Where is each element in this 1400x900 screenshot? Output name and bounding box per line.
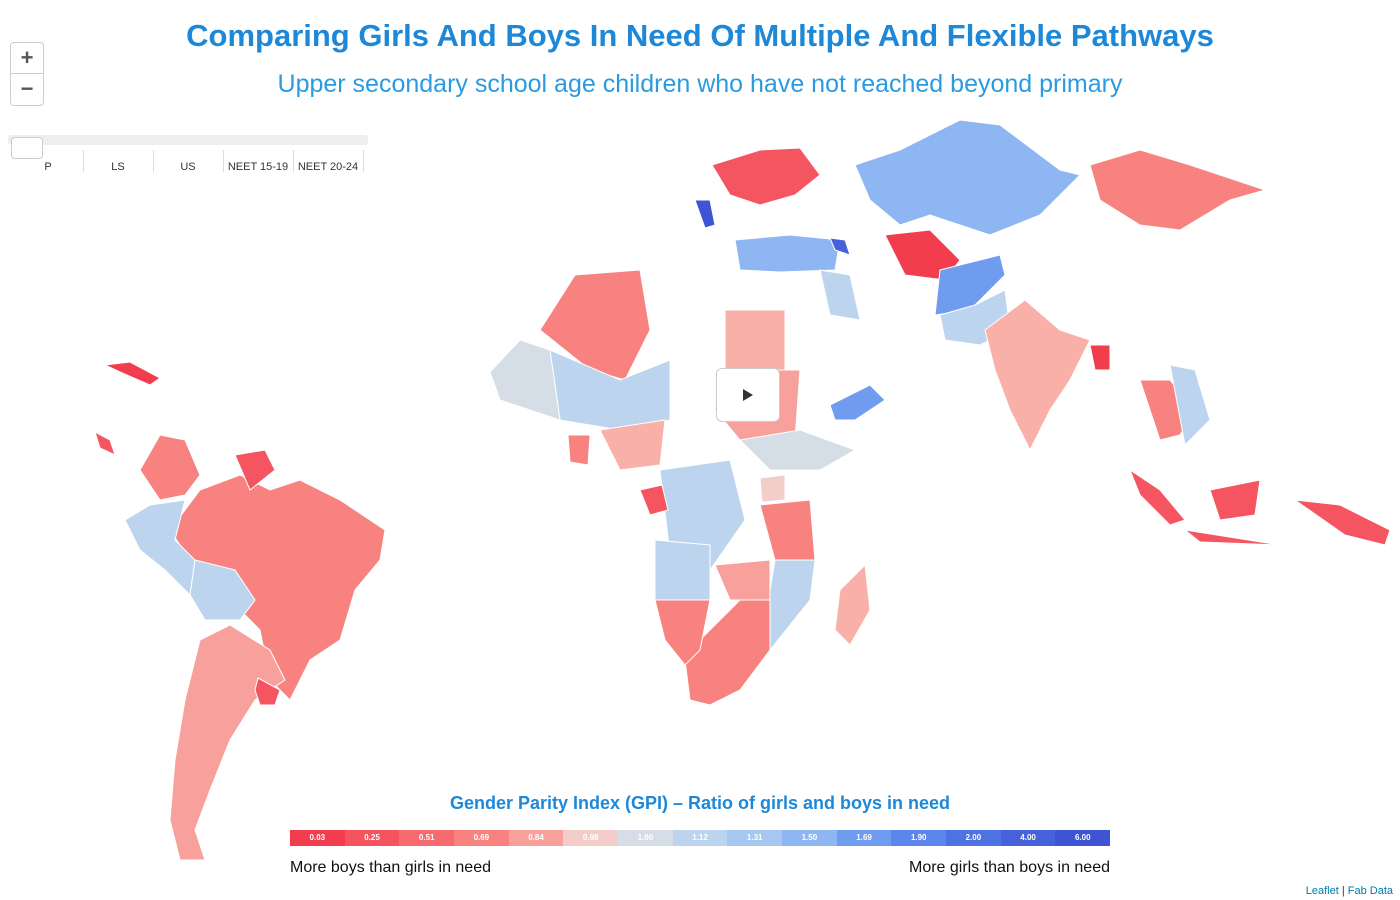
- subtitle: Upper secondary school age children who …: [277, 70, 1123, 98]
- legend-swatch: 0.25: [344, 830, 400, 846]
- country: [654, 599, 711, 666]
- country: [714, 559, 771, 601]
- attribution-link[interactable]: Leaflet: [1305, 885, 1339, 897]
- country: [834, 563, 871, 646]
- country: [1294, 499, 1391, 546]
- legend-swatch: 1.90: [891, 830, 947, 846]
- slider-label: US: [180, 161, 196, 173]
- country: [103, 361, 161, 386]
- country: [819, 269, 861, 321]
- country: [94, 430, 116, 456]
- legend-bar: 0.03 0.25 0.51 0.69 0.84 0.98 1.00 1.12 1.31 1.50…: [290, 830, 1111, 846]
- legend-left-note: More boys than girls in need: [290, 859, 491, 876]
- slider-divider: [293, 150, 294, 172]
- country: [1169, 364, 1211, 447]
- legend-swatch: 1.00: [618, 830, 673, 846]
- title: Comparing Girls And Boys In Need Of Mult…: [186, 18, 1214, 53]
- country: [1128, 468, 1186, 526]
- legend-title: Gender Parity Index (GPI) – Ratio of gir…: [449, 793, 951, 813]
- slider-label: NEET 20-24: [297, 161, 359, 173]
- legend-swatch: 0.51: [399, 830, 455, 846]
- zoom-control: + −: [10, 42, 44, 106]
- country: [854, 119, 1081, 236]
- country: [234, 449, 276, 491]
- legend-swatch: 1.12: [672, 830, 728, 846]
- country: [1209, 479, 1261, 521]
- slider-divider: [83, 150, 84, 172]
- play-button[interactable]: [716, 368, 780, 422]
- legend-right-note: More girls than boys in need: [909, 859, 1110, 876]
- country: [169, 624, 286, 861]
- countries: [94, 119, 1391, 861]
- country: [599, 419, 666, 471]
- country: [567, 434, 591, 466]
- country: [724, 309, 786, 371]
- slider-label: LS: [111, 161, 125, 173]
- slider-label: P: [44, 161, 52, 173]
- country: [711, 147, 821, 206]
- zoom-out[interactable]: −: [20, 76, 34, 101]
- country: [639, 484, 669, 516]
- country: [189, 559, 256, 621]
- slider-divider: [223, 150, 224, 172]
- country: [654, 539, 711, 601]
- country: [934, 254, 1006, 316]
- country: [759, 499, 816, 561]
- country: [684, 599, 771, 706]
- country: [984, 299, 1091, 452]
- attribution-link[interactable]: Fab Data: [1347, 885, 1393, 897]
- country: [1183, 529, 1281, 546]
- country: [734, 234, 841, 273]
- slider-divider: [153, 150, 154, 172]
- legend-swatch: 0.69: [454, 830, 509, 846]
- country: [738, 429, 857, 471]
- country: [489, 339, 561, 421]
- legend-swatch: 6.00: [1055, 830, 1111, 846]
- country: [139, 434, 201, 501]
- slider-knob[interactable]: [11, 137, 43, 159]
- country: [764, 559, 816, 652]
- country: [694, 199, 716, 229]
- slider-label: NEET 15-19: [227, 161, 289, 173]
- attribution-separator: |: [1341, 885, 1345, 897]
- zoom-in[interactable]: +: [11, 43, 43, 74]
- country: [759, 474, 786, 503]
- country: [829, 384, 886, 421]
- legend-swatch: 1.50: [782, 830, 837, 846]
- legend-swatch: 0.03: [290, 830, 345, 846]
- legend-swatch: 0.84: [508, 830, 564, 846]
- country: [254, 677, 281, 706]
- legend-swatch: 0.98: [563, 830, 619, 846]
- country: [829, 237, 851, 256]
- play-icon: [743, 389, 753, 401]
- slider-track[interactable]: [8, 135, 368, 145]
- legend-swatch: 2.00: [946, 830, 1001, 846]
- legend-swatch: 4.00: [1000, 830, 1056, 846]
- legend-swatch: 1.31: [727, 830, 783, 846]
- attribution: Leaflet | Fab Data: [1303, 885, 1395, 897]
- legend-swatch: 1.69: [836, 830, 892, 846]
- country: [1089, 344, 1111, 371]
- slider-divider: [363, 150, 364, 172]
- country: [1089, 149, 1267, 231]
